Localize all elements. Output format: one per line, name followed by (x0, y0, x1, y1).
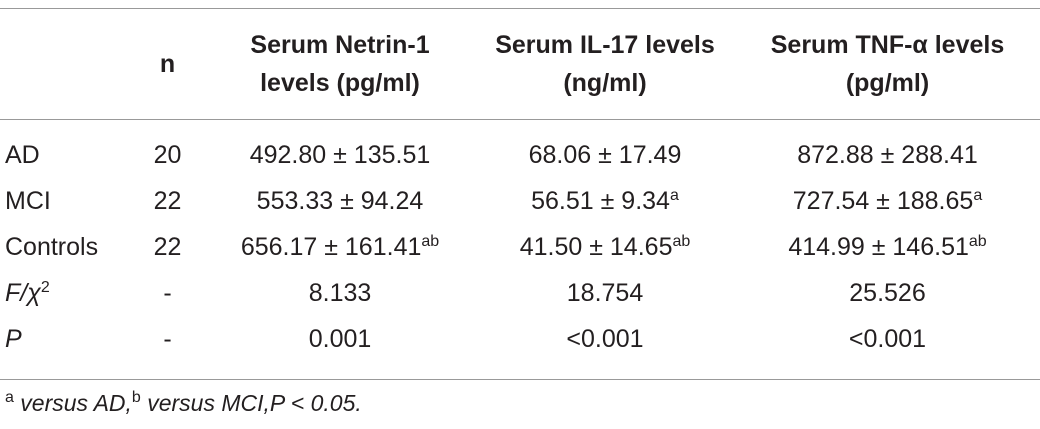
cell-text: Controls (5, 232, 99, 261)
table-cell: 8.133 (205, 270, 475, 316)
superscript: a (973, 186, 983, 204)
table-cell: 41.50 ± 14.65ab (475, 224, 735, 270)
table-row: P - 0.001 <0.001 <0.001 (0, 316, 1040, 380)
row-label: F/χ2 (0, 270, 130, 316)
table-row: Controls 22 656.17 ± 161.41ab 41.50 ± 14.65… (0, 224, 1040, 270)
row-label: P (0, 316, 130, 380)
cell-text: 25.526 (849, 278, 926, 307)
table-row: AD 20 492.80 ± 135.51 68.06 ± 17.49 872.88 ±… (0, 120, 1040, 179)
table-row: MCI 22 553.33 ± 94.24 56.51 ± 9.34a 727.54 ±… (0, 178, 1040, 224)
cell-text: 872.88 ± 288.41 (797, 140, 978, 169)
table-cell: 872.88 ± 288.41 (735, 120, 1040, 179)
header-cell: n (130, 8, 205, 120)
footnote-text: versus MCI,P < 0.05. (140, 390, 362, 416)
table-cell: 22 (130, 224, 205, 270)
cell-text: 41.50 ± 14.65 (519, 232, 673, 261)
table-cell: 656.17 ± 161.41ab (205, 224, 475, 270)
superscript: ab (968, 232, 987, 250)
table-cell: 56.51 ± 9.34a (475, 178, 735, 224)
footnote-mark: a (5, 389, 14, 406)
table-cell: 0.001 (205, 316, 475, 380)
table-cell: 18.754 (475, 270, 735, 316)
data-table: n Serum Netrin-1 levels (pg/ml) Serum IL-1… (0, 8, 1040, 380)
table-cell: 68.06 ± 17.49 (475, 120, 735, 179)
superscript: ab (421, 232, 440, 250)
cell-text: 0.001 (308, 324, 372, 353)
cell-text: - (163, 278, 172, 307)
cell-text: <0.001 (566, 324, 644, 353)
header-cell (0, 8, 130, 120)
cell-text: 414.99 ± 146.51 (788, 232, 969, 261)
table-cell: 414.99 ± 146.51ab (735, 224, 1040, 270)
cell-text: 22 (153, 186, 182, 215)
superscript: ab (672, 232, 691, 250)
superscript: 2 (40, 278, 50, 296)
header-row: n Serum Netrin-1 levels (pg/ml) Serum IL-1… (0, 8, 1040, 120)
cell-text: MCI (5, 186, 51, 215)
cell-text: <0.001 (848, 324, 927, 353)
cell-text: 22 (153, 232, 182, 261)
cell-text: - (163, 324, 172, 353)
header-cell: Serum IL-17 levels (ng/ml) (475, 8, 735, 120)
table-cell: 727.54 ± 188.65a (735, 178, 1040, 224)
cell-text: 656.17 ± 161.41 (240, 232, 422, 261)
table-cell: <0.001 (735, 316, 1040, 380)
row-label: MCI (0, 178, 130, 224)
table-cell: <0.001 (475, 316, 735, 380)
cell-text: AD (5, 140, 40, 169)
row-label: Controls (0, 224, 130, 270)
table-cell: - (130, 270, 205, 316)
table-cell: - (130, 316, 205, 380)
table-cell: 553.33 ± 94.24 (205, 178, 475, 224)
cell-text: 18.754 (566, 278, 644, 307)
cell-text: 727.54 ± 188.65 (792, 186, 974, 215)
header-cell: Serum Netrin-1 levels (pg/ml) (205, 8, 475, 120)
table-cell: 25.526 (735, 270, 1040, 316)
footnote-text: versus AD, (13, 390, 132, 416)
table-cell: 492.80 ± 135.51 (205, 120, 475, 179)
cell-text: F/χ (5, 278, 41, 307)
cell-text: P (5, 324, 22, 353)
cell-text: 20 (153, 140, 182, 169)
table-cell: 22 (130, 178, 205, 224)
cell-text: 68.06 ± 17.49 (528, 140, 682, 169)
header-cell: Serum TNF-α levels (pg/ml) (735, 8, 1040, 120)
cell-text: 492.80 ± 135.51 (249, 140, 431, 169)
table-cell: 20 (130, 120, 205, 179)
cell-text: 56.51 ± 9.34 (531, 186, 670, 215)
footnote-mark: b (131, 389, 141, 406)
superscript: a (669, 186, 679, 204)
cell-text: 8.133 (308, 278, 372, 307)
cell-text: 553.33 ± 94.24 (256, 186, 424, 215)
row-label: AD (0, 120, 130, 179)
footnote: a versus AD,b versus MCI,P < 0.05. (5, 390, 362, 417)
table-body: AD 20 492.80 ± 135.51 68.06 ± 17.49 872.88 ±… (0, 120, 1040, 380)
table-row: F/χ2 - 8.133 18.754 25.526 (0, 270, 1040, 316)
